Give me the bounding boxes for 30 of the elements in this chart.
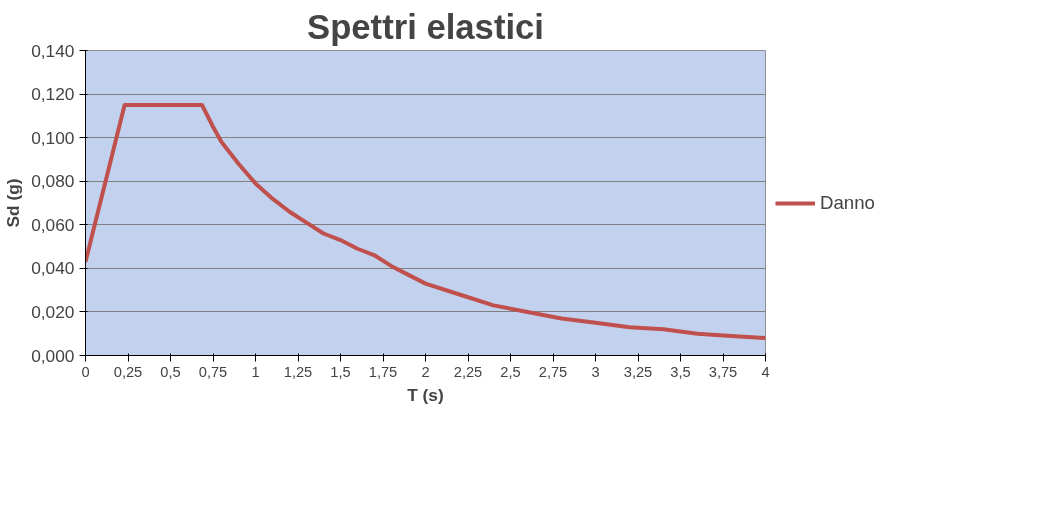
legend-label: Danno <box>820 191 875 214</box>
x-tick-label: 3,25 <box>623 363 653 380</box>
x-tick-label: 1 <box>251 363 260 380</box>
x-tick-label: 3,75 <box>708 363 738 380</box>
x-tick-label: 0,75 <box>198 363 228 380</box>
y-axis-title: Sd (g) <box>3 178 24 228</box>
x-tick-label: 0 <box>81 363 90 380</box>
x-tick-label: 3,5 <box>670 363 691 380</box>
line-series <box>85 102 766 341</box>
y-tick-label: 0,140 <box>31 40 75 61</box>
y-tick-label: 0,080 <box>31 171 75 192</box>
x-tick-label: 1,75 <box>368 363 398 380</box>
x-axis-title: T (s) <box>407 384 444 405</box>
x-tick-label: 0,5 <box>160 363 181 380</box>
y-tick-label: 0,120 <box>31 84 75 105</box>
y-tick-label: 0,020 <box>31 301 75 322</box>
x-tick-label: 1,5 <box>330 363 351 380</box>
chart-title: Spettri elastici <box>307 7 544 46</box>
y-tick-label: 0,000 <box>31 345 75 366</box>
x-tick-label: 3 <box>591 363 600 380</box>
x-tick-label: 2 <box>421 363 430 380</box>
x-tick-label: 4 <box>761 363 770 380</box>
x-tick-label: 2,75 <box>538 363 568 380</box>
y-tick-label: 0,060 <box>31 214 75 235</box>
x-tick-label: 2,25 <box>453 363 483 380</box>
x-tick-label: 0,25 <box>113 363 143 380</box>
x-tick-label: 2,5 <box>500 363 521 380</box>
x-tick-label: 1,25 <box>283 363 313 380</box>
y-tick-label: 0,100 <box>31 127 75 148</box>
y-tick-label: 0,040 <box>31 258 75 279</box>
